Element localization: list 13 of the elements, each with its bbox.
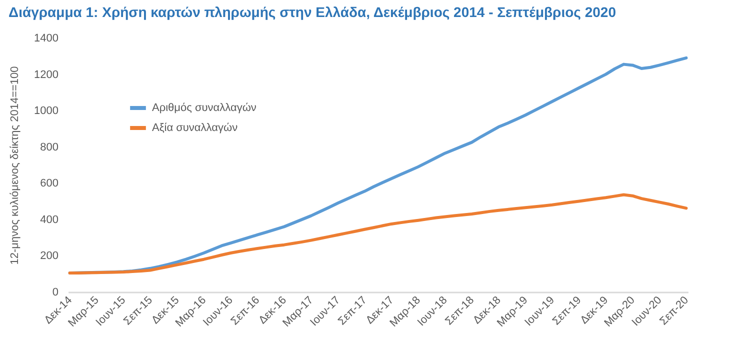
y-tick-label: 0 [52,286,58,298]
line-series [68,193,688,274]
y-tick-label: 800 [40,141,58,154]
y-axis-title: 12-μηνος κυλιόμενος δείκτης 2014==100 [9,66,22,265]
y-tick-label: 600 [40,178,58,190]
legend-label: Αριθμός συναλλαγών [152,102,257,114]
legend-label: Αξία συναλλαγών [152,122,238,134]
y-tick-label: 1200 [34,68,58,81]
chart-title: Διάγραμμα 1: Χρήση καρτών πληρωμής στην Ελλάδα, Δεκέμβριος 2014 - Σεπτέμβριος 2020 [8,4,616,20]
y-tick-label: 200 [40,250,58,262]
y-tick-label: 1400 [34,32,58,44]
y-tick-label: 400 [40,214,58,226]
y-tick-label: 1000 [34,105,58,118]
